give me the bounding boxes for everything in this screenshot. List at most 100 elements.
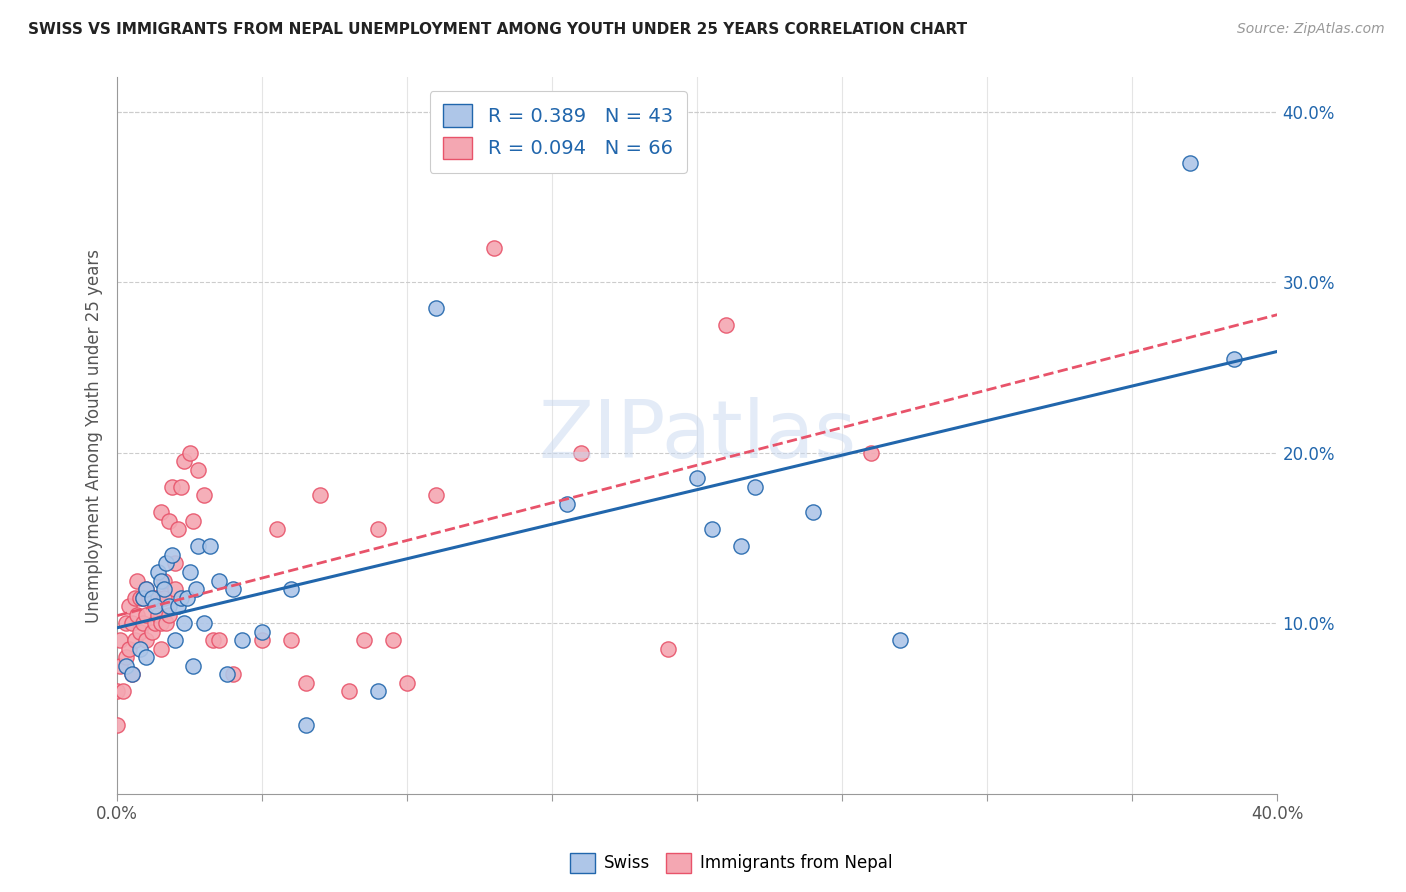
Point	[569, 445, 592, 459]
Point	[396, 676, 419, 690]
Point	[184, 582, 207, 596]
Point	[146, 607, 169, 622]
Point	[730, 540, 752, 554]
Point	[135, 607, 157, 622]
Point	[700, 522, 723, 536]
Point	[121, 616, 143, 631]
Point	[132, 616, 155, 631]
Point	[294, 718, 316, 732]
Point	[115, 658, 138, 673]
Point	[129, 641, 152, 656]
Point	[181, 514, 204, 528]
Point	[165, 633, 187, 648]
Point	[193, 616, 215, 631]
Point	[294, 676, 316, 690]
Point	[686, 471, 709, 485]
Point	[143, 599, 166, 613]
Point	[555, 497, 578, 511]
Point	[193, 488, 215, 502]
Point	[135, 582, 157, 596]
Point	[155, 616, 177, 631]
Point	[170, 480, 193, 494]
Point	[176, 591, 198, 605]
Point	[208, 574, 231, 588]
Point	[181, 658, 204, 673]
Point	[135, 650, 157, 665]
Point	[124, 591, 146, 605]
Point	[135, 582, 157, 596]
Point	[115, 650, 138, 665]
Point	[105, 718, 128, 732]
Point	[152, 574, 174, 588]
Point	[127, 607, 149, 622]
Point	[162, 480, 184, 494]
Point	[337, 684, 360, 698]
Legend: Swiss, Immigrants from Nepal: Swiss, Immigrants from Nepal	[564, 847, 898, 880]
Point	[149, 616, 172, 631]
Point	[173, 616, 195, 631]
Point	[149, 505, 172, 519]
Point	[149, 641, 172, 656]
Point	[801, 505, 824, 519]
Point	[146, 591, 169, 605]
Point	[309, 488, 332, 502]
Point	[143, 591, 166, 605]
Point	[187, 540, 209, 554]
Point	[381, 633, 404, 648]
Point	[860, 445, 883, 459]
Point	[167, 599, 190, 613]
Point	[280, 633, 302, 648]
Point	[170, 591, 193, 605]
Point	[129, 591, 152, 605]
Point	[118, 599, 141, 613]
Point	[744, 480, 766, 494]
Point	[167, 522, 190, 536]
Point	[165, 557, 187, 571]
Point	[143, 616, 166, 631]
Point	[149, 574, 172, 588]
Point	[353, 633, 375, 648]
Point	[266, 522, 288, 536]
Point	[124, 633, 146, 648]
Point	[132, 591, 155, 605]
Point	[367, 684, 389, 698]
Point	[141, 591, 163, 605]
Point	[280, 582, 302, 596]
Point	[179, 565, 201, 579]
Point	[132, 591, 155, 605]
Point	[165, 582, 187, 596]
Point	[146, 565, 169, 579]
Text: Source: ZipAtlas.com: Source: ZipAtlas.com	[1237, 22, 1385, 37]
Point	[198, 540, 221, 554]
Point	[367, 522, 389, 536]
Point	[141, 624, 163, 639]
Point	[108, 658, 131, 673]
Y-axis label: Unemployment Among Youth under 25 years: Unemployment Among Youth under 25 years	[86, 249, 103, 623]
Point	[250, 624, 273, 639]
Point	[105, 684, 128, 698]
Point	[222, 667, 245, 681]
Point	[217, 667, 239, 681]
Legend: R = 0.389   N = 43, R = 0.094   N = 66: R = 0.389 N = 43, R = 0.094 N = 66	[430, 91, 686, 173]
Point	[231, 633, 253, 648]
Point	[1180, 155, 1202, 169]
Point	[121, 667, 143, 681]
Text: ZIPatlas: ZIPatlas	[538, 397, 856, 475]
Point	[162, 548, 184, 562]
Point	[250, 633, 273, 648]
Point	[208, 633, 231, 648]
Point	[155, 557, 177, 571]
Point	[115, 616, 138, 631]
Point	[425, 488, 447, 502]
Point	[716, 318, 738, 332]
Point	[121, 667, 143, 681]
Point	[222, 582, 245, 596]
Point	[108, 633, 131, 648]
Text: SWISS VS IMMIGRANTS FROM NEPAL UNEMPLOYMENT AMONG YOUTH UNDER 25 YEARS CORRELATI: SWISS VS IMMIGRANTS FROM NEPAL UNEMPLOYM…	[28, 22, 967, 37]
Point	[152, 582, 174, 596]
Point	[135, 633, 157, 648]
Point	[129, 624, 152, 639]
Point	[179, 445, 201, 459]
Point	[187, 463, 209, 477]
Point	[657, 641, 679, 656]
